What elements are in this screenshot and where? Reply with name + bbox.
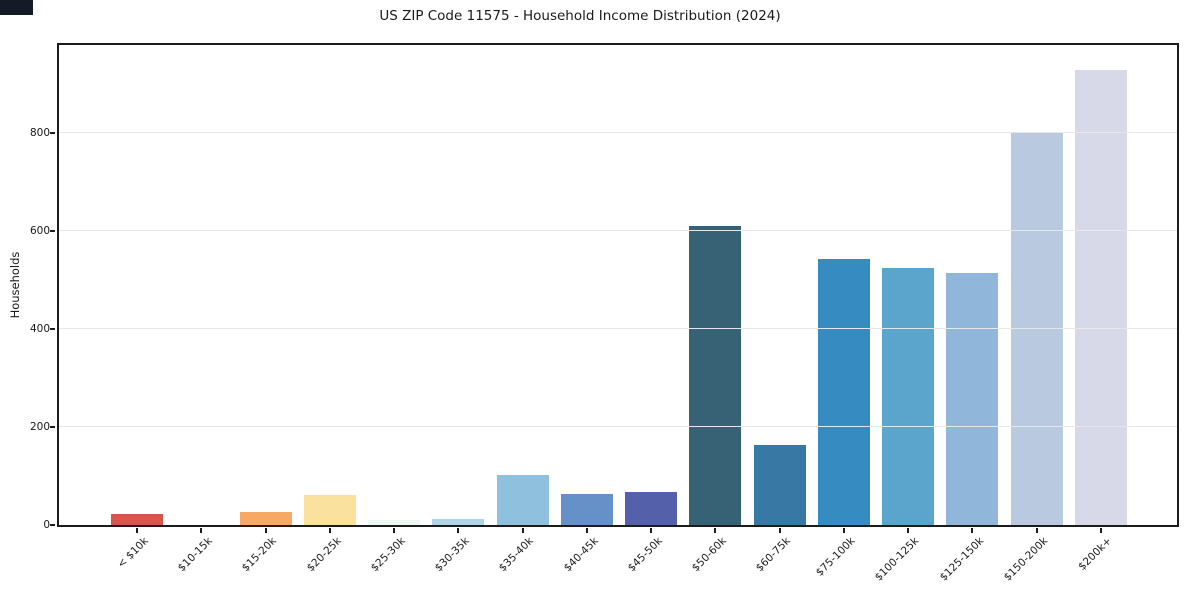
bar-2: [239, 511, 292, 525]
x-tick-label: $25-30k: [368, 535, 408, 575]
x-tick-mark: [585, 528, 588, 533]
x-tick-label: $35-40k: [497, 535, 537, 575]
plot-area: < $10k $10-15k $15-20k $20-25k $25-30k $30-35…: [30, 43, 1179, 584]
x-tick-mark: [200, 528, 203, 533]
y-tick-label: 600: [29, 224, 50, 237]
bar-slot-2: $15-20k: [234, 45, 298, 574]
y-tick-label: 0: [43, 519, 50, 531]
x-tick-label: $200k+: [1076, 535, 1115, 573]
gridline: [59, 425, 1177, 427]
y-tick-label: 400: [29, 322, 50, 335]
bar-slot-13: $125-150k: [937, 45, 1004, 584]
bar-15: [1074, 70, 1127, 525]
bar-13: [946, 273, 999, 525]
x-tick-label: $15-20k: [240, 535, 280, 575]
x-tick-mark: [264, 528, 267, 533]
y-tick-label: 800: [29, 126, 50, 139]
x-tick-label: $30-35k: [432, 535, 472, 575]
y-tick-mark: [50, 229, 55, 232]
x-tick-label: < $10k: [115, 535, 151, 571]
bar-slot-10: $60-75k: [748, 45, 812, 574]
bar-slot-5: $30-35k: [426, 45, 490, 574]
x-tick-label: $150-200k: [1001, 535, 1051, 584]
bar-10: [753, 445, 806, 525]
bar-slot-7: $40-45k: [555, 45, 619, 574]
bar-7: [560, 494, 613, 525]
x-tick-label: $60-75k: [754, 535, 794, 575]
x-tick-mark: [971, 528, 974, 533]
bar-slot-11: $75-100k: [812, 45, 876, 579]
x-tick-mark: [1099, 528, 1102, 533]
chart-title: US ZIP Code 11575 - Household Income Dis…: [379, 8, 781, 24]
x-tick-mark: [136, 528, 139, 533]
x-tick-mark: [457, 528, 460, 533]
bar-8: [625, 491, 678, 525]
bar-slot-9: $50-60k: [683, 45, 747, 574]
x-tick-label: $125-150k: [937, 535, 986, 584]
x-tick-mark: [778, 528, 781, 533]
y-tick-mark: [50, 425, 55, 428]
x-tick-label: $20-25k: [304, 535, 344, 575]
x-tick-label: $75-100k: [813, 535, 858, 579]
bar-slot-6: $35-40k: [491, 45, 555, 574]
bar-slot-1: $10-15k: [169, 45, 233, 574]
bar-6: [496, 474, 549, 525]
x-tick-mark: [328, 528, 331, 533]
y-tick-mark: [50, 524, 55, 526]
y-tick-mark: [50, 327, 55, 330]
x-tick-mark: [1035, 528, 1038, 533]
x-tick-mark: [842, 528, 845, 533]
gridline: [59, 327, 1177, 329]
bar-12: [882, 267, 935, 525]
bar-5: [432, 518, 485, 525]
gridline: [59, 131, 1177, 133]
bar-slot-3: $20-25k: [298, 45, 362, 574]
bar-slot-12: $100-125k: [873, 45, 940, 584]
y-tick-label: 200: [29, 420, 50, 433]
x-tick-label: $40-45k: [561, 535, 601, 575]
bar-9: [689, 225, 742, 525]
bar-4: [368, 520, 421, 525]
bar-3: [303, 494, 356, 525]
x-tick-label: $10-15k: [175, 535, 215, 575]
bar-slot-8: $45-50k: [619, 45, 683, 574]
x-tick-mark: [650, 528, 653, 533]
bar-slots: < $10k $10-15k $15-20k $20-25k $25-30k $30-35…: [59, 45, 1177, 584]
x-tick-mark: [521, 528, 524, 533]
x-tick-label: $100-125k: [873, 535, 922, 584]
bar-slot-4: $25-30k: [362, 45, 426, 574]
bar-slot-14: $150-200k: [1002, 45, 1069, 584]
x-tick-label: $50-60k: [689, 535, 729, 575]
x-tick-mark: [907, 528, 910, 533]
window-corner-artifact: [0, 0, 33, 15]
x-tick-label: $45-50k: [625, 535, 665, 575]
x-tick-mark: [393, 528, 396, 533]
bar-11: [817, 258, 870, 525]
gridline: [59, 229, 1177, 231]
x-tick-mark: [714, 528, 717, 533]
y-axis-label: Households: [8, 251, 22, 319]
bar-slot-15: $200k+: [1069, 45, 1133, 573]
bar-0: [111, 514, 164, 525]
bar-slot-0: < $10k: [105, 45, 169, 571]
y-tick-mark: [50, 131, 55, 134]
